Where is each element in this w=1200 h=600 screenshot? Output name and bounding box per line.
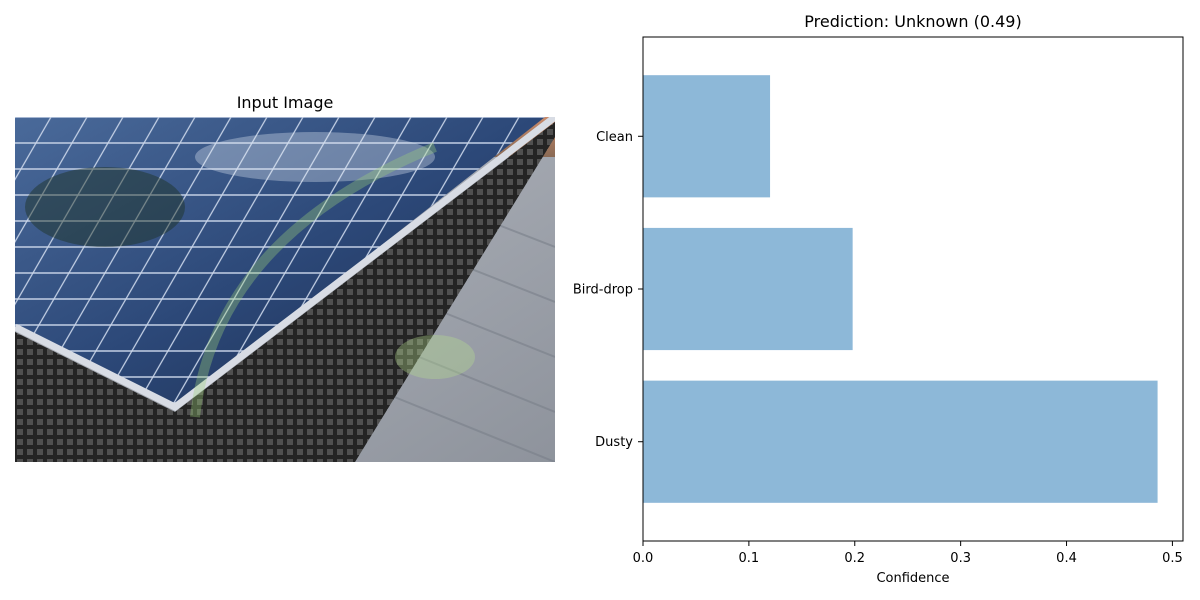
y-tick-label: Dusty [595, 435, 633, 450]
input-image [15, 117, 555, 462]
bar-clean [643, 75, 771, 198]
chart-title: Prediction: Unknown (0.49) [804, 12, 1022, 31]
bars [643, 75, 1158, 503]
y-tick-label: Clean [596, 130, 633, 145]
y-tick-label: Bird-drop [573, 283, 633, 298]
x-tick-label: 0.2 [844, 551, 865, 566]
bar-dusty [643, 380, 1158, 503]
x-tick-label: 0.4 [1056, 551, 1077, 566]
x-axis-label: Confidence [876, 571, 949, 586]
input-image-title: Input Image [236, 93, 334, 112]
x-tick-label: 0.5 [1162, 551, 1183, 566]
x-tick-label: 0.1 [739, 551, 760, 566]
x-axis: 0.0 0.1 0.2 0.3 0.4 0.5 [633, 541, 1183, 566]
bar-bird-drop [643, 227, 853, 351]
x-tick-label: 0.0 [633, 551, 654, 566]
solar-panel-photo [15, 117, 555, 462]
x-tick-label: 0.3 [950, 551, 971, 566]
y-axis: Clean Bird-drop Dusty [573, 130, 643, 450]
